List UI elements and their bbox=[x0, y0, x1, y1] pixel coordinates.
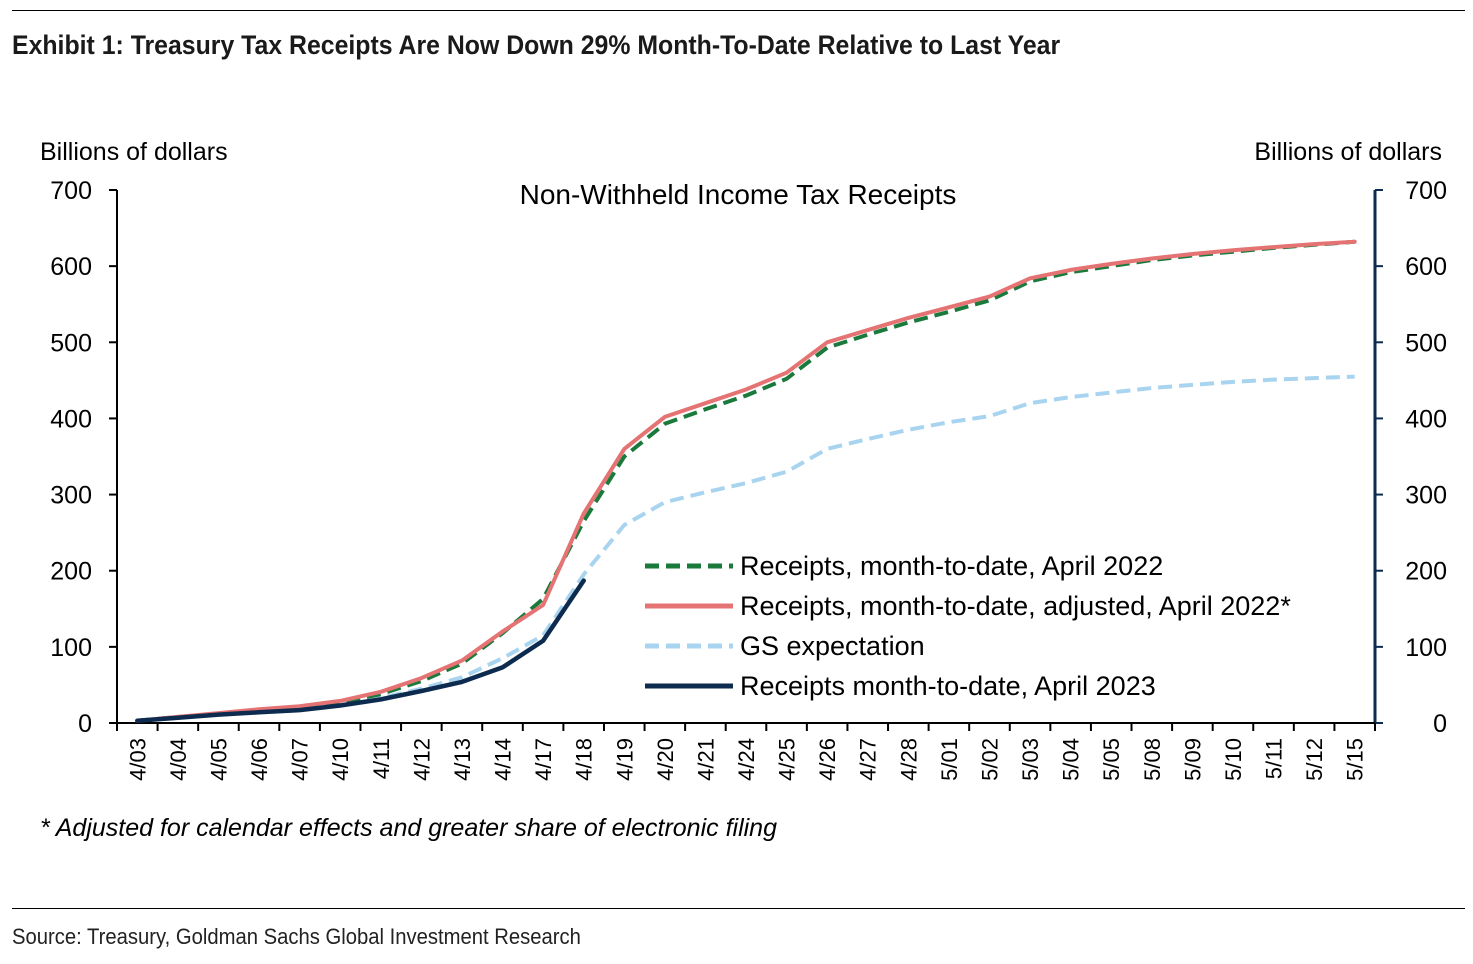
legend-label-2: GS expectation bbox=[740, 631, 925, 661]
x-tick-label: 5/08 bbox=[1140, 738, 1165, 781]
x-tick-label: 5/10 bbox=[1221, 738, 1246, 781]
series-line-3 bbox=[135, 578, 586, 723]
y-tick-label-right: 0 bbox=[1433, 710, 1447, 738]
legend-label-1: Receipts, month-to-date, adjusted, April… bbox=[740, 591, 1291, 621]
y-tick-label-left: 200 bbox=[50, 558, 92, 586]
series-line-0 bbox=[137, 239, 1355, 723]
y-tick-label-right: 200 bbox=[1405, 558, 1447, 586]
x-tick-label: 4/26 bbox=[815, 738, 840, 781]
y-tick-label-left: 100 bbox=[50, 634, 92, 662]
series-layer bbox=[135, 239, 1357, 723]
x-tick-label: 5/02 bbox=[977, 738, 1002, 781]
x-tick-label: 5/05 bbox=[1099, 738, 1124, 781]
x-tick-label: 5/09 bbox=[1180, 738, 1205, 781]
y-tick-label-left: 0 bbox=[78, 710, 92, 738]
x-tick-label: 5/12 bbox=[1302, 738, 1327, 781]
y-tick-label-right: 400 bbox=[1405, 405, 1447, 433]
y-tick-label-left: 300 bbox=[50, 482, 92, 510]
y-tick-label-left: 600 bbox=[50, 253, 92, 281]
series-line-1 bbox=[135, 239, 1357, 723]
x-tick-label: 5/15 bbox=[1343, 738, 1368, 781]
y-tick-label-right: 300 bbox=[1405, 482, 1447, 510]
y-tick-label-right: 600 bbox=[1405, 253, 1447, 281]
x-tick-label: 5/04 bbox=[1059, 738, 1084, 781]
x-tick-label: 4/06 bbox=[247, 738, 272, 781]
y-tick-label-left: 500 bbox=[50, 329, 92, 357]
y-axis-right-title: Billions of dollars bbox=[1254, 138, 1442, 166]
x-tick-label: 4/24 bbox=[734, 738, 759, 781]
x-tick-label: 4/18 bbox=[572, 738, 597, 781]
chart-title: Non-Withheld Income Tax Receipts bbox=[520, 179, 957, 210]
x-tick-label: 4/05 bbox=[206, 738, 231, 781]
legend-label-3: Receipts month-to-date, April 2023 bbox=[740, 671, 1156, 701]
x-tick-label: 4/12 bbox=[409, 738, 434, 781]
series-line-2 bbox=[137, 374, 1355, 723]
y-tick-label-right: 700 bbox=[1405, 177, 1447, 205]
x-tick-label: 4/28 bbox=[896, 738, 921, 781]
source-note: Source: Treasury, Goldman Sachs Global I… bbox=[12, 924, 581, 949]
x-tick-label: 4/27 bbox=[856, 738, 881, 781]
x-tick-label: 4/13 bbox=[450, 738, 475, 781]
x-tick-label: 4/21 bbox=[693, 738, 718, 781]
bottom-rule bbox=[12, 908, 1465, 909]
y-tick-label-left: 400 bbox=[50, 405, 92, 433]
x-tick-label: 4/04 bbox=[166, 738, 191, 781]
x-tick-label: 4/10 bbox=[328, 738, 353, 781]
y-tick-label-left: 700 bbox=[50, 177, 92, 205]
x-tick-label: 4/07 bbox=[288, 738, 313, 781]
y-axis-left-title: Billions of dollars bbox=[40, 138, 228, 166]
x-tick-label: 5/03 bbox=[1018, 738, 1043, 781]
legend: Receipts, month-to-date, April 2022 Recei… bbox=[645, 551, 1291, 701]
legend-label-0: Receipts, month-to-date, April 2022 bbox=[740, 551, 1163, 581]
x-tick-label: 4/03 bbox=[125, 738, 150, 781]
x-tick-label: 4/14 bbox=[491, 738, 516, 781]
x-tick-label: 4/20 bbox=[653, 738, 678, 781]
axes: 0 0 100 100 200 200 300 300 400 400 500 500 600 600 70… bbox=[50, 177, 1447, 781]
x-tick-label: 4/25 bbox=[775, 738, 800, 781]
footnote: * Adjusted for calendar effects and grea… bbox=[40, 814, 777, 842]
x-tick-label: 4/11 bbox=[369, 738, 394, 779]
x-tick-label: 4/17 bbox=[531, 738, 556, 781]
exhibit-title: Exhibit 1: Treasury Tax Receipts Are Now… bbox=[12, 30, 1061, 60]
y-tick-label-right: 100 bbox=[1405, 634, 1447, 662]
x-tick-label: 5/01 bbox=[937, 738, 962, 781]
top-rule bbox=[12, 10, 1465, 11]
x-tick-label: 4/19 bbox=[612, 738, 637, 781]
x-tick-label: 5/11 bbox=[1262, 738, 1287, 779]
y-tick-label-right: 500 bbox=[1405, 329, 1447, 357]
chart: Billions of dollars Billions of dollars … bbox=[40, 138, 1447, 842]
